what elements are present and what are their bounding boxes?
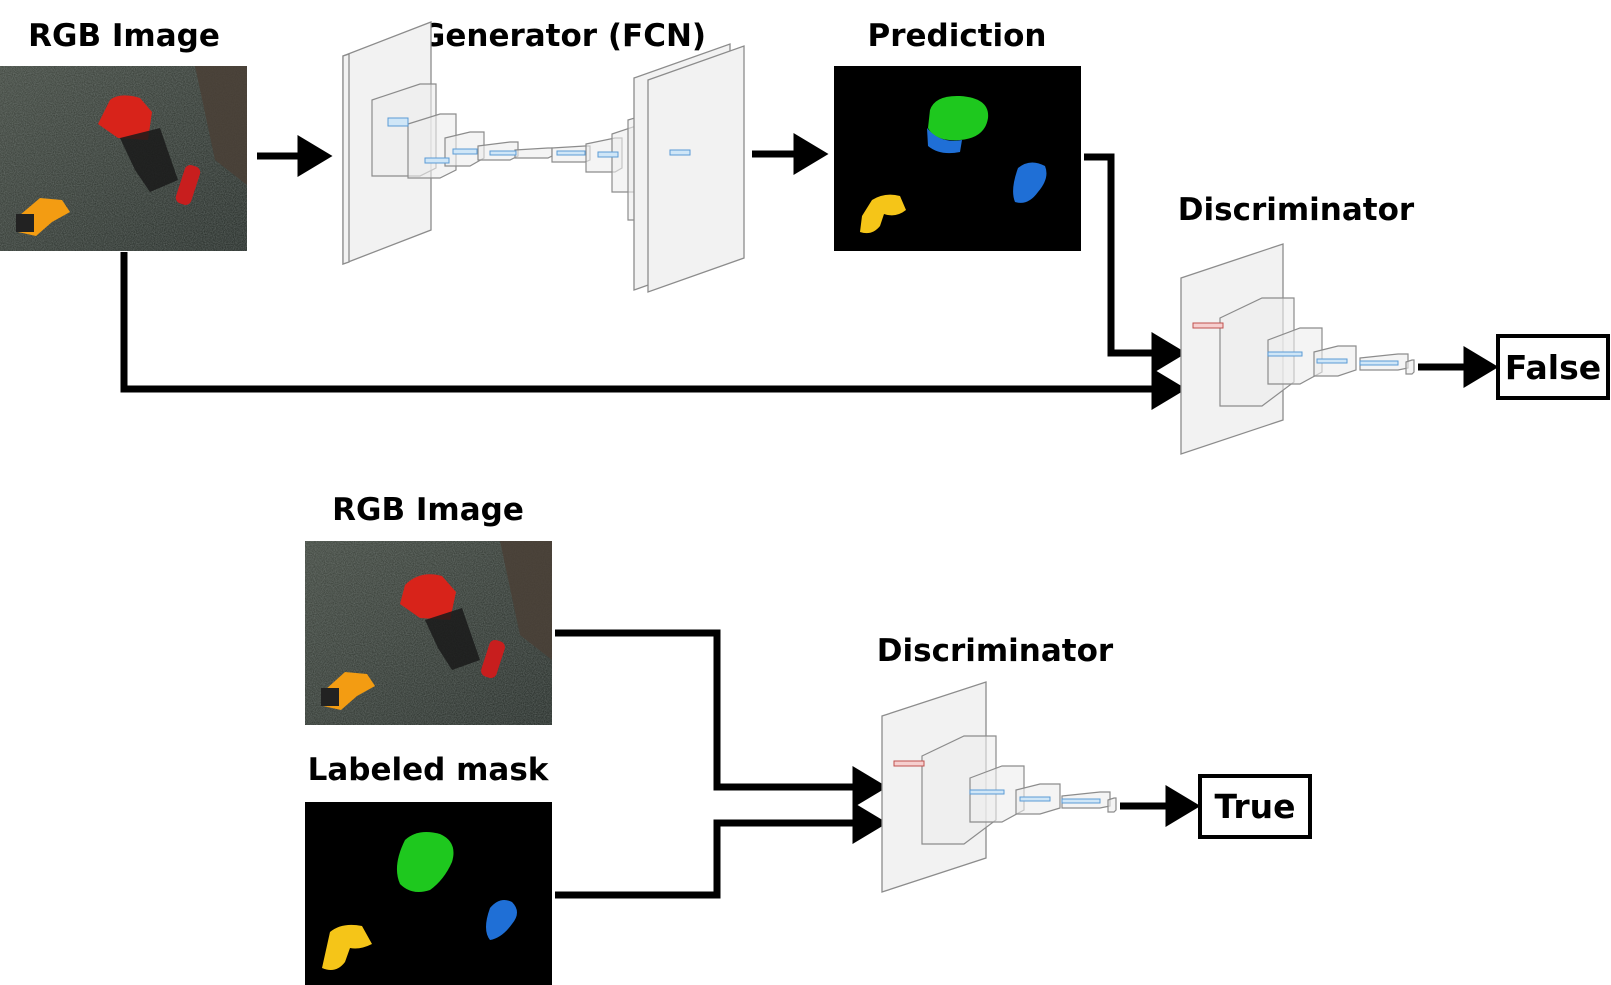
top-discriminator-network: [1180, 243, 1415, 455]
bottom-discriminator-label: Discriminator: [877, 633, 1114, 669]
true-output-label: True: [1214, 787, 1295, 826]
top-rgb-image: [0, 66, 247, 251]
arrow-prediction-to-discriminator: [1084, 153, 1187, 374]
false-output-label: False: [1505, 348, 1601, 387]
bottom-rgb-image: [305, 541, 552, 725]
bottom-rgb-label: RGB Image: [332, 492, 524, 528]
false-output-box: [1496, 334, 1610, 400]
top-discriminator-label: Discriminator: [1178, 192, 1415, 228]
generator-network: [342, 21, 745, 293]
labeled-mask-image: [305, 802, 552, 985]
prediction-mask: [834, 66, 1081, 251]
arrow-bottom-rgb-to-discriminator: [555, 629, 888, 808]
true-output-box: [1198, 774, 1312, 839]
top-rgb-label: RGB Image: [28, 18, 220, 54]
generator-label: Generator (FCN): [420, 18, 706, 54]
arrow-mask-to-discriminator: [555, 802, 888, 899]
prediction-label: Prediction: [867, 18, 1046, 54]
arrow-rgb-to-discriminator: [120, 252, 1187, 410]
bottom-discriminator-network: [881, 681, 1117, 893]
labeled-mask-label: Labeled mask: [308, 752, 550, 788]
